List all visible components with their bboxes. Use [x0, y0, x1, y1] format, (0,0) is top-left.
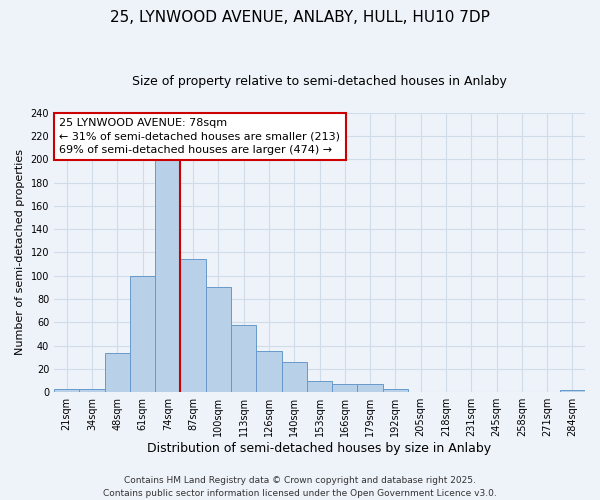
Bar: [231, 324, 256, 392]
Y-axis label: Number of semi-detached properties: Number of semi-detached properties: [15, 150, 25, 356]
Bar: [181, 260, 206, 392]
X-axis label: Distribution of semi-detached houses by size in Anlaby: Distribution of semi-detached houses by …: [148, 442, 491, 455]
Bar: [206, 288, 231, 392]
Bar: [307, 380, 332, 392]
Bar: [281, 362, 307, 392]
Text: 25 LYNWOOD AVENUE: 78sqm
← 31% of semi-detached houses are smaller (213)
69% of : 25 LYNWOOD AVENUE: 78sqm ← 31% of semi-d…: [59, 118, 340, 155]
Bar: [130, 276, 155, 392]
Bar: [54, 388, 79, 392]
Bar: [256, 352, 281, 392]
Bar: [104, 352, 130, 392]
Bar: [79, 388, 104, 392]
Bar: [332, 384, 358, 392]
Bar: [383, 388, 408, 392]
Text: 25, LYNWOOD AVENUE, ANLABY, HULL, HU10 7DP: 25, LYNWOOD AVENUE, ANLABY, HULL, HU10 7…: [110, 10, 490, 25]
Text: Contains HM Land Registry data © Crown copyright and database right 2025.
Contai: Contains HM Land Registry data © Crown c…: [103, 476, 497, 498]
Bar: [155, 160, 181, 392]
Bar: [560, 390, 585, 392]
Title: Size of property relative to semi-detached houses in Anlaby: Size of property relative to semi-detach…: [132, 75, 507, 88]
Bar: [358, 384, 383, 392]
